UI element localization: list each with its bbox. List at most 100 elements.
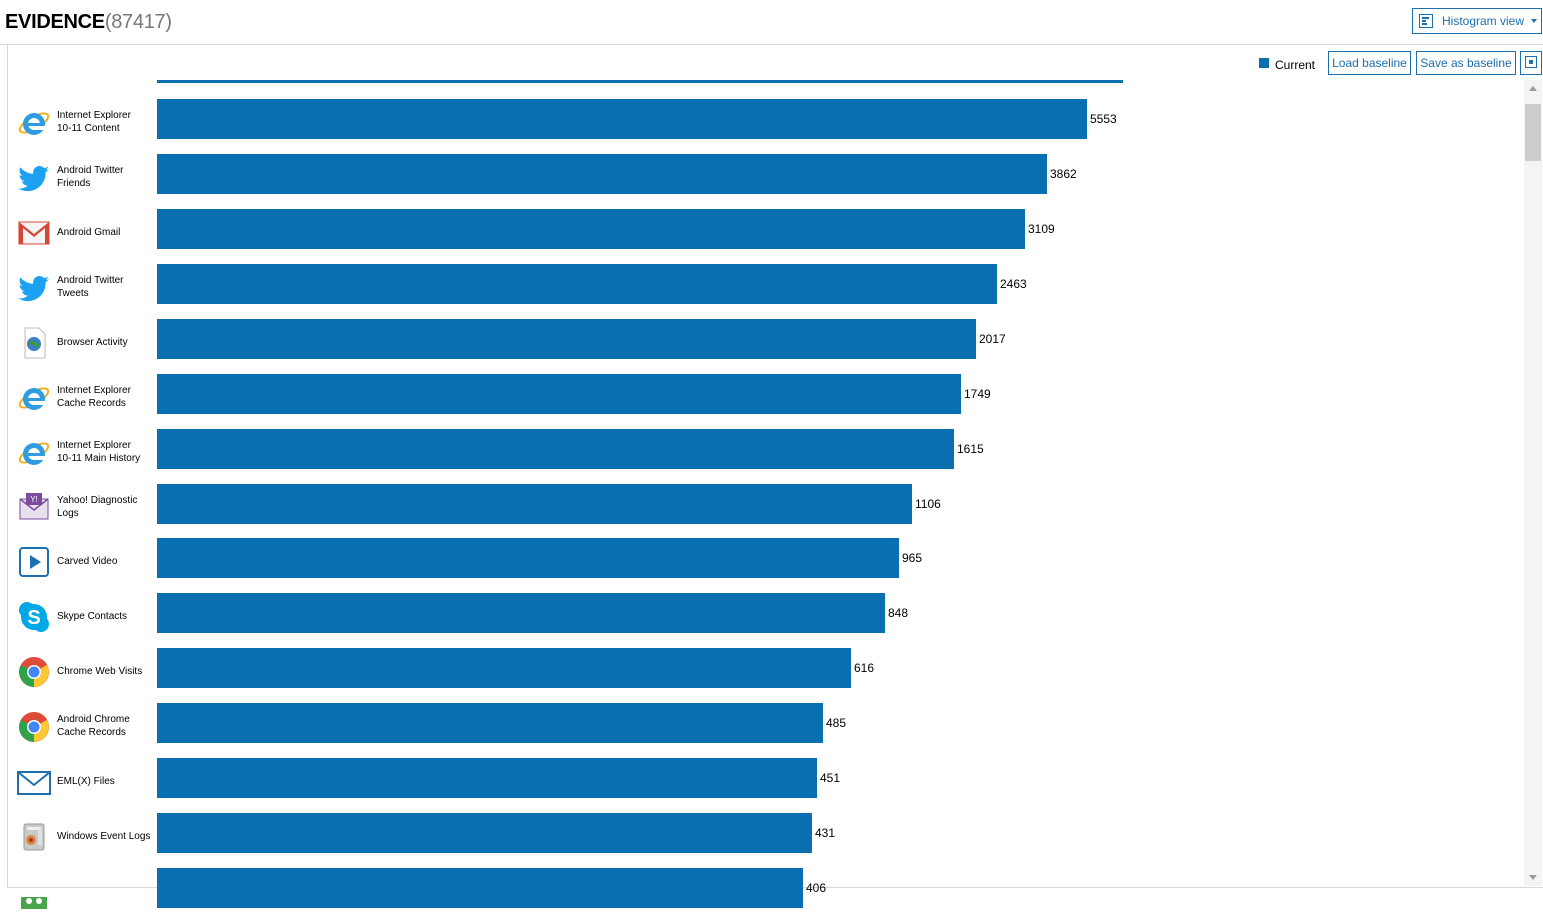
- bar-value-label: 1749: [964, 387, 991, 401]
- category-label: Android Gmail: [57, 226, 152, 239]
- histogram-row[interactable]: 406: [0, 868, 1200, 923]
- histogram-row[interactable]: S Skype Contacts 848: [0, 593, 1200, 648]
- histogram-row[interactable]: Browser Activity 2017: [0, 319, 1200, 374]
- category-label: Internet Explorer 10-11 Main History: [57, 439, 152, 465]
- histogram-bar[interactable]: [157, 593, 885, 633]
- histogram-bar[interactable]: [157, 374, 961, 414]
- category-label: Internet Explorer Cache Records: [57, 384, 152, 410]
- category-label: Skype Contacts: [57, 610, 152, 623]
- category-label-line: Logs: [57, 508, 79, 519]
- histogram-row[interactable]: EML(X) Files 451: [0, 758, 1200, 813]
- histogram-row[interactable]: Internet Explorer 10-11 Main History 1615: [0, 429, 1200, 484]
- histogram-row[interactable]: Android Twitter Tweets 2463: [0, 264, 1200, 319]
- gmail-icon: [17, 216, 51, 250]
- histogram-row[interactable]: Carved Video 965: [0, 538, 1200, 593]
- category-label-line: Internet Explorer: [57, 110, 131, 121]
- svg-text:S: S: [27, 607, 40, 629]
- svg-text:Y!: Y!: [30, 495, 38, 504]
- category-label: EML(X) Files: [57, 775, 152, 788]
- histogram-bar[interactable]: [157, 648, 851, 688]
- vertical-scrollbar[interactable]: [1524, 80, 1542, 886]
- histogram-bar[interactable]: [157, 813, 812, 853]
- category-label-line: Tweets: [57, 288, 89, 299]
- category-label-line: Carved Video: [57, 556, 118, 567]
- category-label-line: Android Twitter: [57, 165, 124, 176]
- category-label-line: EML(X) Files: [57, 776, 115, 787]
- histogram-bar[interactable]: [157, 484, 912, 524]
- histogram-bar[interactable]: [157, 319, 976, 359]
- category-label: Internet Explorer 10-11 Content: [57, 109, 152, 135]
- legend-swatch-current: [1259, 58, 1269, 68]
- save-baseline-button[interactable]: Save as baseline: [1416, 51, 1516, 75]
- category-label-line: Cache Records: [57, 398, 126, 409]
- bar-value-label: 406: [806, 881, 827, 895]
- category-label: Windows Event Logs: [57, 830, 152, 843]
- chrome-icon: [17, 655, 51, 689]
- load-baseline-button[interactable]: Load baseline: [1328, 51, 1411, 75]
- unknown-icon: [17, 875, 51, 909]
- ie-icon: [17, 106, 51, 140]
- category-label: Android Twitter Tweets: [57, 274, 152, 300]
- category-label-line: Android Gmail: [57, 227, 121, 238]
- skype-icon: S: [17, 600, 51, 634]
- histogram-bar[interactable]: [157, 758, 817, 798]
- histogram-row[interactable]: Windows Event Logs 431: [0, 813, 1200, 868]
- category-label: Carved Video: [57, 555, 152, 568]
- bar-value-label: 485: [826, 716, 847, 730]
- bar-value-label: 2463: [1000, 277, 1027, 291]
- bar-value-label: 2017: [979, 332, 1006, 346]
- scrollbar-thumb[interactable]: [1525, 104, 1541, 161]
- histogram-row[interactable]: Internet Explorer 10-11 Content 5553: [0, 99, 1200, 154]
- bar-value-label: 1106: [915, 497, 941, 511]
- category-label-line: Windows Event Logs: [57, 831, 151, 842]
- page-title: EVIDENCE(87417): [5, 11, 172, 34]
- category-label: Yahoo! Diagnostic Logs: [57, 494, 152, 520]
- histogram-row[interactable]: Y! Yahoo! Diagnostic Logs 1106: [0, 484, 1200, 539]
- histogram-row[interactable]: Chrome Web Visits 616: [0, 648, 1200, 703]
- ie-icon: [17, 381, 51, 415]
- histogram-bar[interactable]: [157, 703, 823, 743]
- scroll-down-icon[interactable]: [1529, 875, 1537, 880]
- histogram-bar[interactable]: [157, 209, 1025, 249]
- bar-value-label: 431: [815, 826, 836, 840]
- histogram-bar[interactable]: [157, 538, 899, 578]
- category-label-line: Cache Records: [57, 727, 126, 738]
- histogram-row[interactable]: Android Twitter Friends 3862: [0, 154, 1200, 209]
- twitter-icon: [17, 271, 51, 305]
- histogram-bar[interactable]: [157, 99, 1087, 139]
- scroll-up-icon[interactable]: [1529, 86, 1537, 91]
- bar-value-label: 848: [888, 606, 909, 620]
- yahoo-mail-icon: Y!: [17, 491, 51, 525]
- bar-value-label: 3862: [1050, 167, 1077, 181]
- histogram-bar[interactable]: [157, 868, 803, 908]
- video-play-icon: [17, 545, 51, 579]
- category-label: Chrome Web Visits: [57, 665, 152, 678]
- evidence-count: (87417): [104, 11, 172, 33]
- fit-to-screen-icon: [1525, 56, 1537, 68]
- category-label-line: Internet Explorer: [57, 440, 131, 451]
- view-mode-dropdown[interactable]: Histogram view: [1412, 8, 1542, 34]
- category-label-line: Yahoo! Diagnostic: [57, 495, 138, 506]
- chevron-down-icon: [1531, 19, 1537, 23]
- fit-to-screen-button[interactable]: [1520, 51, 1542, 75]
- histogram-row[interactable]: Android Gmail 3109: [0, 209, 1200, 264]
- histogram-row[interactable]: Android Chrome Cache Records 485: [0, 703, 1200, 758]
- bar-value-label: 1615: [957, 442, 984, 456]
- category-label: Android Chrome Cache Records: [57, 713, 152, 739]
- category-label-line: Skype Contacts: [57, 611, 128, 622]
- histogram-row[interactable]: Internet Explorer Cache Records 1749: [0, 374, 1200, 429]
- histogram-bar[interactable]: [157, 264, 997, 304]
- twitter-icon: [17, 161, 51, 195]
- histogram-bar[interactable]: [157, 154, 1047, 194]
- chart-top-rule: [157, 80, 1123, 83]
- bar-value-label: 451: [820, 771, 841, 785]
- histogram-bar[interactable]: [157, 429, 954, 469]
- category-label-line: Android Twitter: [57, 275, 124, 286]
- event-log-icon: [17, 820, 51, 854]
- category-label: Browser Activity: [57, 336, 152, 349]
- bar-value-label: 965: [902, 551, 923, 565]
- bar-value-label: 3109: [1028, 222, 1055, 236]
- category-label-line: Android Chrome: [57, 714, 130, 725]
- bar-value-label: 616: [854, 661, 875, 675]
- category-label-line: 10-11 Main History: [57, 453, 141, 464]
